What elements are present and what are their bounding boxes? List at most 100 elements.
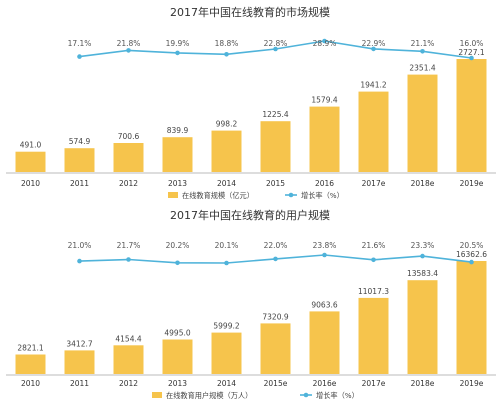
growth-rate-label: 16.0%: [460, 39, 484, 48]
x-tick-label: 2016: [315, 179, 334, 188]
bar-value-label: 2821.1: [17, 344, 43, 353]
growth-rate-point: [322, 38, 327, 44]
bar-value-label: 5999.2: [213, 322, 239, 331]
chart-title: 2017年中国在线教育的用户规模: [170, 208, 330, 222]
x-tick-label: 2014: [217, 179, 236, 188]
growth-rate-point: [77, 258, 82, 264]
growth-rate-label: 20.1%: [215, 241, 239, 250]
growth-rate-point: [175, 50, 180, 56]
bar-value-label: 16362.6: [456, 250, 487, 259]
growth-rate-point: [126, 257, 131, 262]
bar-value-label: 491.0: [20, 141, 42, 150]
bar-2011: [64, 350, 95, 374]
x-tick-label: 2012: [119, 179, 138, 188]
growth-rate-point: [371, 257, 376, 263]
legend-line-label: 增长率（%）: [301, 191, 344, 200]
bar-2010: [15, 151, 46, 172]
bar-value-label: 2727.1: [458, 48, 484, 57]
bar-2010: [15, 354, 46, 374]
growth-rate-point: [273, 256, 278, 262]
bar-2015: [260, 121, 291, 172]
bar-2019e: [456, 261, 487, 374]
growth-rate-point: [420, 49, 425, 54]
growth-rate-label: 21.1%: [411, 39, 435, 48]
bar-2018e: [407, 280, 438, 374]
bar-2017e: [358, 297, 389, 374]
x-tick-label: 2015e: [264, 379, 288, 388]
bar-2013: [162, 137, 193, 172]
growth-rate-label: 20.2%: [166, 241, 190, 250]
growth-rate-label: 22.0%: [264, 241, 288, 250]
growth-rate-point: [469, 259, 474, 265]
x-tick-label: 2015: [266, 179, 285, 188]
chart-title: 2017年中国在线教育的市场规模: [170, 5, 330, 19]
x-tick-label: 2011: [70, 179, 89, 188]
bar-2013: [162, 339, 193, 374]
legend-line-label: 增长率（%）: [316, 391, 359, 400]
growth-rate-label: 18.8%: [215, 39, 239, 48]
legend-line-marker: [288, 192, 294, 198]
x-tick-label: 2011: [70, 379, 89, 388]
x-tick-label: 2016e: [313, 379, 337, 388]
growth-rate-point: [77, 54, 82, 59]
bar-2012: [113, 345, 144, 374]
x-tick-label: 2017e: [362, 379, 386, 388]
growth-rate-label: 21.7%: [117, 241, 141, 250]
bar-2017e: [358, 91, 389, 172]
x-tick-label: 2014: [217, 379, 236, 388]
bar-value-label: 998.2: [216, 120, 238, 129]
growth-rate-point: [322, 252, 327, 258]
growth-rate-point: [224, 260, 229, 266]
bar-2012: [113, 143, 144, 172]
growth-rate-label: 17.1%: [68, 39, 92, 48]
bar-value-label: 13583.4: [407, 269, 438, 278]
bar-value-label: 1225.4: [262, 110, 288, 119]
growth-rate-point: [126, 48, 131, 53]
legend-bar-label: 在线教育用户规模（万人）: [166, 391, 252, 400]
bar-value-label: 700.6: [118, 132, 140, 141]
growth-rate-label: 28.9%: [313, 39, 337, 48]
legend-line-marker: [303, 392, 309, 398]
bar-2011: [64, 148, 95, 172]
x-tick-label: 2019e: [460, 179, 484, 188]
growth-rate-label: 21.0%: [68, 241, 92, 250]
growth-rate-label: 22.8%: [264, 39, 288, 48]
x-tick-label: 2018e: [411, 179, 435, 188]
growth-rate-point: [273, 46, 278, 52]
growth-rate-point: [469, 55, 474, 61]
legend-bar-label: 在线教育规模（亿元）: [182, 191, 254, 200]
growth-rate-label: 23.3%: [411, 241, 435, 250]
bar-value-label: 4154.4: [115, 334, 141, 343]
bar-value-label: 11017.3: [358, 287, 389, 296]
x-tick-label: 2013: [168, 379, 187, 388]
x-tick-label: 2019e: [460, 379, 484, 388]
growth-rate-point: [224, 52, 229, 57]
bar-value-label: 9063.6: [311, 300, 337, 309]
x-tick-label: 2010: [21, 379, 40, 388]
bar-2016e: [309, 311, 340, 374]
bar-2014: [211, 332, 242, 374]
bar-value-label: 574.9: [69, 137, 91, 146]
bar-2018e: [407, 74, 438, 172]
x-tick-label: 2013: [168, 179, 187, 188]
bar-value-label: 1579.4: [311, 96, 337, 105]
growth-rate-label: 19.9%: [166, 39, 190, 48]
x-tick-label: 2010: [21, 179, 40, 188]
bar-value-label: 839.9: [167, 126, 189, 135]
growth-rate-label: 23.8%: [313, 241, 337, 250]
bar-value-label: 1941.2: [360, 81, 386, 90]
legend-bar-swatch: [152, 392, 162, 398]
growth-rate-label: 21.8%: [117, 39, 141, 48]
growth-rate-label: 20.5%: [460, 241, 484, 250]
bar-2015e: [260, 323, 291, 374]
bar-2016: [309, 106, 340, 172]
x-tick-label: 2012: [119, 379, 138, 388]
bar-value-label: 7320.9: [262, 312, 288, 321]
bar-value-label: 2351.4: [409, 64, 435, 73]
x-tick-label: 2017e: [362, 179, 386, 188]
x-tick-label: 2018e: [411, 379, 435, 388]
bar-2019e: [456, 59, 487, 172]
growth-rate-point: [371, 46, 376, 52]
